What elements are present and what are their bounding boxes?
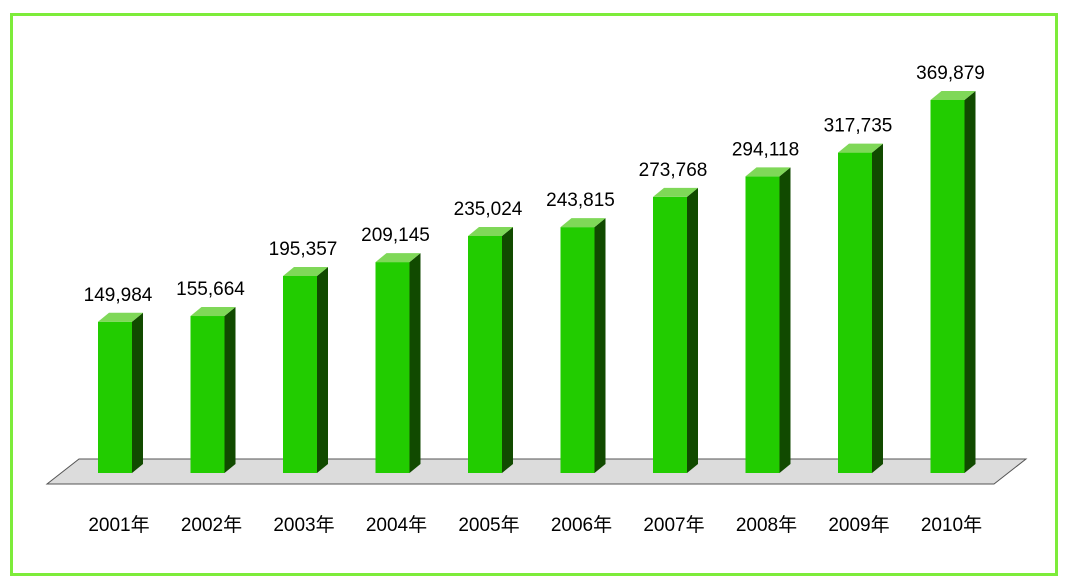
data-label-7: 273,768 [639, 160, 708, 181]
data-label-4: 209,145 [361, 225, 430, 246]
category-label-group: 2001年 2002年 2003年 2004年 2005年 2006年 2007年 2008年… [88, 514, 982, 536]
data-label-group: 149,984 155,664 195,357 209,145 235,024 243,8… [84, 63, 985, 306]
data-label-9: 317,735 [824, 116, 893, 137]
bar-top-8 [745, 167, 791, 177]
bar-top-5 [468, 226, 513, 236]
category-label-4: 2004年 [366, 514, 427, 536]
bar-side-10 [964, 91, 976, 473]
bar-front-2 [190, 316, 225, 473]
data-label-5: 235,024 [454, 199, 523, 220]
category-label-2: 2002年 [181, 514, 242, 536]
bar-side-2 [224, 307, 236, 473]
data-label-6: 243,815 [546, 190, 615, 211]
bar-side-7 [687, 187, 698, 473]
bar-side-5 [502, 226, 513, 473]
bar-top-9 [838, 143, 883, 153]
bar-front-1 [98, 321, 132, 473]
bar-side-1 [132, 312, 143, 473]
bar-top-7 [653, 187, 698, 197]
data-label-8: 294,118 [732, 139, 799, 160]
category-label-6: 2006年 [551, 514, 612, 536]
data-label-3: 195,357 [269, 239, 338, 260]
bar-top-2 [190, 307, 236, 317]
bar-top-6 [560, 218, 606, 228]
category-label-5: 2005年 [458, 514, 519, 536]
bar-front-9 [838, 152, 872, 473]
bar-front-3 [283, 275, 317, 473]
bar-front-10 [930, 100, 965, 473]
bar-front-4 [375, 262, 410, 473]
category-label-9: 2009年 [828, 514, 889, 536]
bar-top-10 [930, 91, 976, 100]
data-label-2: 155,664 [176, 279, 245, 300]
bar-top-4 [375, 253, 421, 263]
bar-front-6 [560, 227, 595, 473]
category-label-10: 2010年 [921, 514, 982, 536]
bar-side-3 [317, 266, 328, 473]
category-label-3: 2003年 [273, 514, 334, 536]
data-label-10: 369,879 [916, 63, 985, 84]
bar-side-6 [594, 218, 606, 473]
bar-top-1 [98, 312, 143, 322]
data-label-1: 149,984 [84, 285, 153, 306]
category-label-8: 2008年 [736, 514, 797, 536]
category-label-1: 2001年 [88, 514, 149, 536]
bar-side-8 [779, 167, 791, 473]
bar-group [98, 91, 976, 473]
bar-top-3 [283, 266, 328, 276]
bar-front-7 [653, 196, 687, 473]
bar-side-9 [872, 143, 883, 473]
bar-front-8 [745, 176, 780, 473]
bar-front-5 [468, 235, 502, 473]
bar-side-4 [409, 253, 421, 473]
category-label-7: 2007年 [643, 514, 704, 536]
